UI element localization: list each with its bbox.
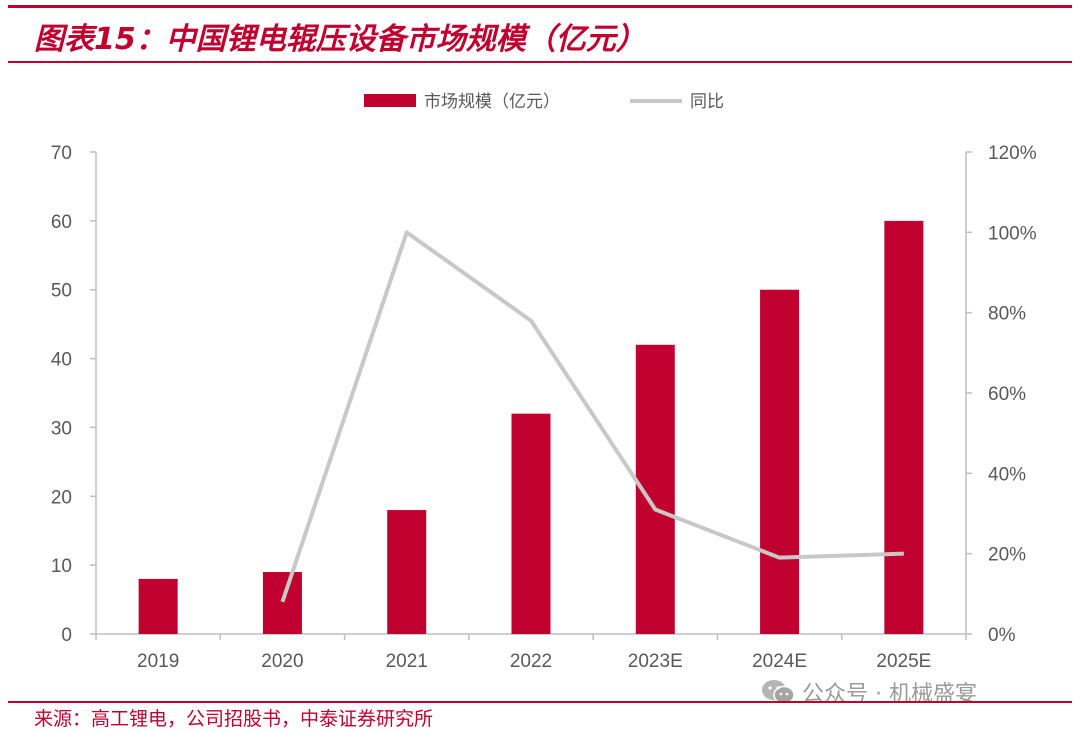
chart-canvas: 0 10 20 30 40 50 60 70 0% 20% 40% 60% 80% 100% 120% 201… (51, 92, 1037, 672)
bar-2019 (138, 578, 178, 634)
yoy-line (280, 230, 904, 603)
bar-2020 (262, 572, 302, 634)
left-tick-label: 30 (51, 418, 72, 439)
right-tick-label: 100% (988, 223, 1037, 244)
bar-2025E (884, 220, 924, 634)
x-tick-label: 2021 (386, 651, 428, 672)
watermark-text: 公众号 · 机械盛宴 (802, 682, 977, 707)
legend-bar-swatch (364, 94, 416, 107)
watermark: 公众号 · 机械盛宴 (760, 676, 977, 708)
left-tick-label: 0 (61, 625, 72, 646)
bar-2022 (511, 413, 551, 634)
x-tick-label: 2020 (261, 651, 303, 672)
right-tick-label: 40% (988, 464, 1026, 485)
right-tick-label: 20% (988, 545, 1026, 566)
left-tick-label: 40 (51, 350, 72, 371)
bar-2021 (387, 510, 427, 634)
left-tick-label: 10 (51, 556, 72, 577)
x-tick-label: 2022 (510, 651, 552, 672)
bottom-rule (8, 701, 1072, 703)
right-tick-label: 120% (988, 143, 1037, 164)
chart-title: 图表15：中国锂电辊压设备市场规模（亿元） (34, 22, 646, 57)
legend-bar-label: 市场规模（亿元） (424, 92, 560, 112)
left-tick-label: 60 (51, 212, 72, 233)
source-note: 来源：高工锂电，公司招股书，中泰证券研究所 (34, 708, 434, 730)
left-tick-label: 50 (51, 281, 72, 302)
right-tick-label: 80% (988, 304, 1026, 325)
legend-line-label: 同比 (690, 92, 724, 112)
right-tick-label: 60% (988, 384, 1026, 405)
x-tick-label: 2025E (876, 651, 931, 672)
wechat-icon (760, 678, 796, 706)
x-tick-label: 2023E (628, 651, 683, 672)
left-tick-label: 70 (51, 143, 72, 164)
top-rule (8, 5, 1072, 8)
title-rule (8, 61, 1072, 63)
right-tick-label: 0% (988, 625, 1016, 646)
x-tick-label: 2024E (752, 651, 807, 672)
left-tick-label: 20 (51, 487, 72, 508)
bar-2024E (760, 289, 800, 634)
x-tick-label: 2019 (137, 651, 179, 672)
